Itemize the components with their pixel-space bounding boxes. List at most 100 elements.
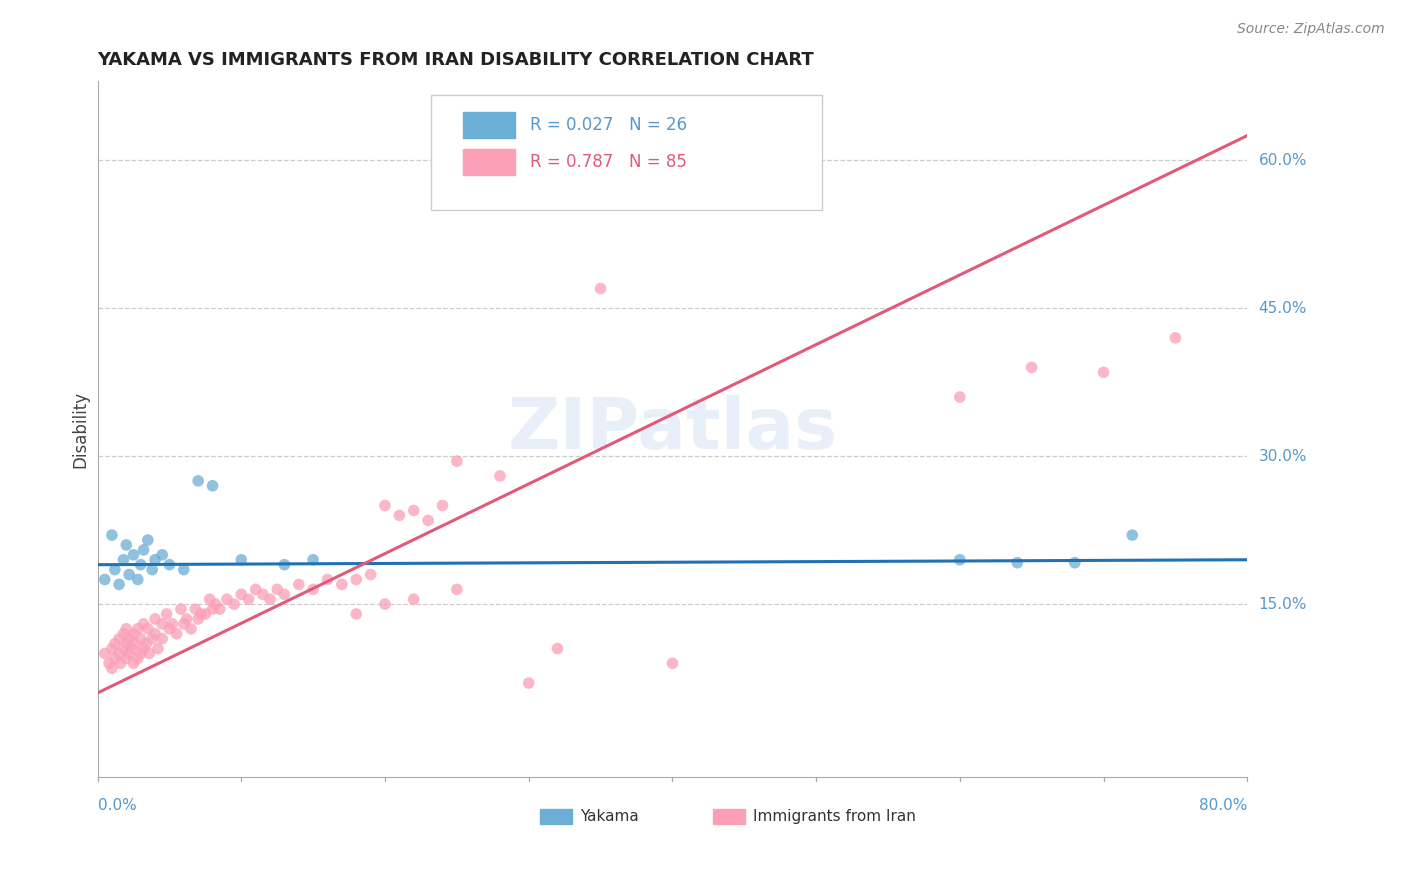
Point — [141, 563, 163, 577]
Point — [104, 651, 127, 665]
Point — [208, 602, 231, 616]
Text: R = 0.787   N = 85: R = 0.787 N = 85 — [530, 153, 686, 171]
Point — [201, 602, 224, 616]
Point — [180, 622, 202, 636]
Point — [949, 390, 972, 404]
Point — [101, 661, 124, 675]
Point — [238, 592, 260, 607]
Point — [589, 281, 612, 295]
Point — [187, 474, 209, 488]
Point — [374, 597, 396, 611]
Point — [150, 616, 173, 631]
Point — [108, 632, 131, 646]
Point — [127, 573, 149, 587]
Point — [127, 622, 149, 636]
Point — [231, 587, 253, 601]
Point — [122, 626, 145, 640]
Point — [159, 558, 181, 572]
Point — [94, 573, 117, 587]
Text: Source: ZipAtlas.com: Source: ZipAtlas.com — [1237, 22, 1385, 37]
Point — [416, 513, 439, 527]
Point — [136, 622, 159, 636]
Point — [1063, 556, 1085, 570]
Point — [101, 528, 124, 542]
Point — [1164, 331, 1187, 345]
Text: 60.0%: 60.0% — [1258, 153, 1308, 168]
Point — [252, 587, 274, 601]
Text: Immigrants from Iran: Immigrants from Iran — [752, 809, 915, 824]
Point — [159, 622, 181, 636]
Point — [402, 503, 425, 517]
Point — [135, 637, 157, 651]
Text: 0.0%: 0.0% — [97, 798, 136, 814]
Point — [330, 577, 353, 591]
Point — [273, 558, 295, 572]
Point — [360, 567, 382, 582]
Text: ZIPatlas: ZIPatlas — [508, 394, 838, 464]
Point — [402, 592, 425, 607]
Point — [176, 612, 198, 626]
Point — [190, 607, 212, 621]
Point — [101, 641, 124, 656]
Point — [489, 469, 512, 483]
Point — [129, 632, 152, 646]
Point — [187, 612, 209, 626]
Point — [432, 499, 454, 513]
Point — [124, 637, 146, 651]
Point — [121, 641, 143, 656]
Point — [1021, 360, 1043, 375]
Point — [127, 651, 149, 665]
Point — [122, 657, 145, 671]
Point — [118, 567, 141, 582]
Point — [162, 616, 184, 631]
Text: 30.0%: 30.0% — [1258, 449, 1308, 464]
Bar — [540, 809, 572, 824]
Point — [949, 553, 972, 567]
Point — [388, 508, 411, 523]
Point — [344, 573, 367, 587]
Point — [115, 538, 138, 552]
Point — [129, 647, 152, 661]
Point — [287, 577, 309, 591]
Point — [138, 647, 160, 661]
Point — [112, 553, 135, 567]
Point — [122, 548, 145, 562]
Point — [222, 597, 245, 611]
Point — [150, 632, 173, 646]
Point — [150, 548, 173, 562]
Point — [112, 626, 135, 640]
Point — [173, 563, 195, 577]
Point — [94, 647, 117, 661]
Point — [302, 582, 325, 597]
Point — [184, 602, 207, 616]
Point — [143, 612, 166, 626]
Point — [104, 563, 127, 577]
Text: 45.0%: 45.0% — [1258, 301, 1308, 316]
Point — [112, 641, 135, 656]
Text: 80.0%: 80.0% — [1199, 798, 1247, 814]
Point — [266, 582, 288, 597]
Point — [231, 553, 253, 567]
Point — [1007, 556, 1029, 570]
Point — [194, 607, 217, 621]
Point — [108, 647, 131, 661]
Point — [344, 607, 367, 621]
Text: 15.0%: 15.0% — [1258, 597, 1308, 612]
Point — [1121, 528, 1143, 542]
Point — [302, 553, 325, 567]
Point — [146, 641, 169, 656]
Bar — [463, 149, 515, 175]
Bar — [713, 809, 745, 824]
FancyBboxPatch shape — [432, 95, 823, 210]
Point — [204, 597, 226, 611]
Point — [110, 657, 132, 671]
Point — [245, 582, 267, 597]
Point — [132, 641, 155, 656]
Text: YAKAMA VS IMMIGRANTS FROM IRAN DISABILITY CORRELATION CHART: YAKAMA VS IMMIGRANTS FROM IRAN DISABILIT… — [97, 51, 814, 69]
Point — [132, 616, 155, 631]
Point — [198, 592, 221, 607]
Point — [155, 607, 177, 621]
Bar — [463, 112, 515, 138]
Point — [1092, 365, 1115, 379]
Point — [201, 479, 224, 493]
